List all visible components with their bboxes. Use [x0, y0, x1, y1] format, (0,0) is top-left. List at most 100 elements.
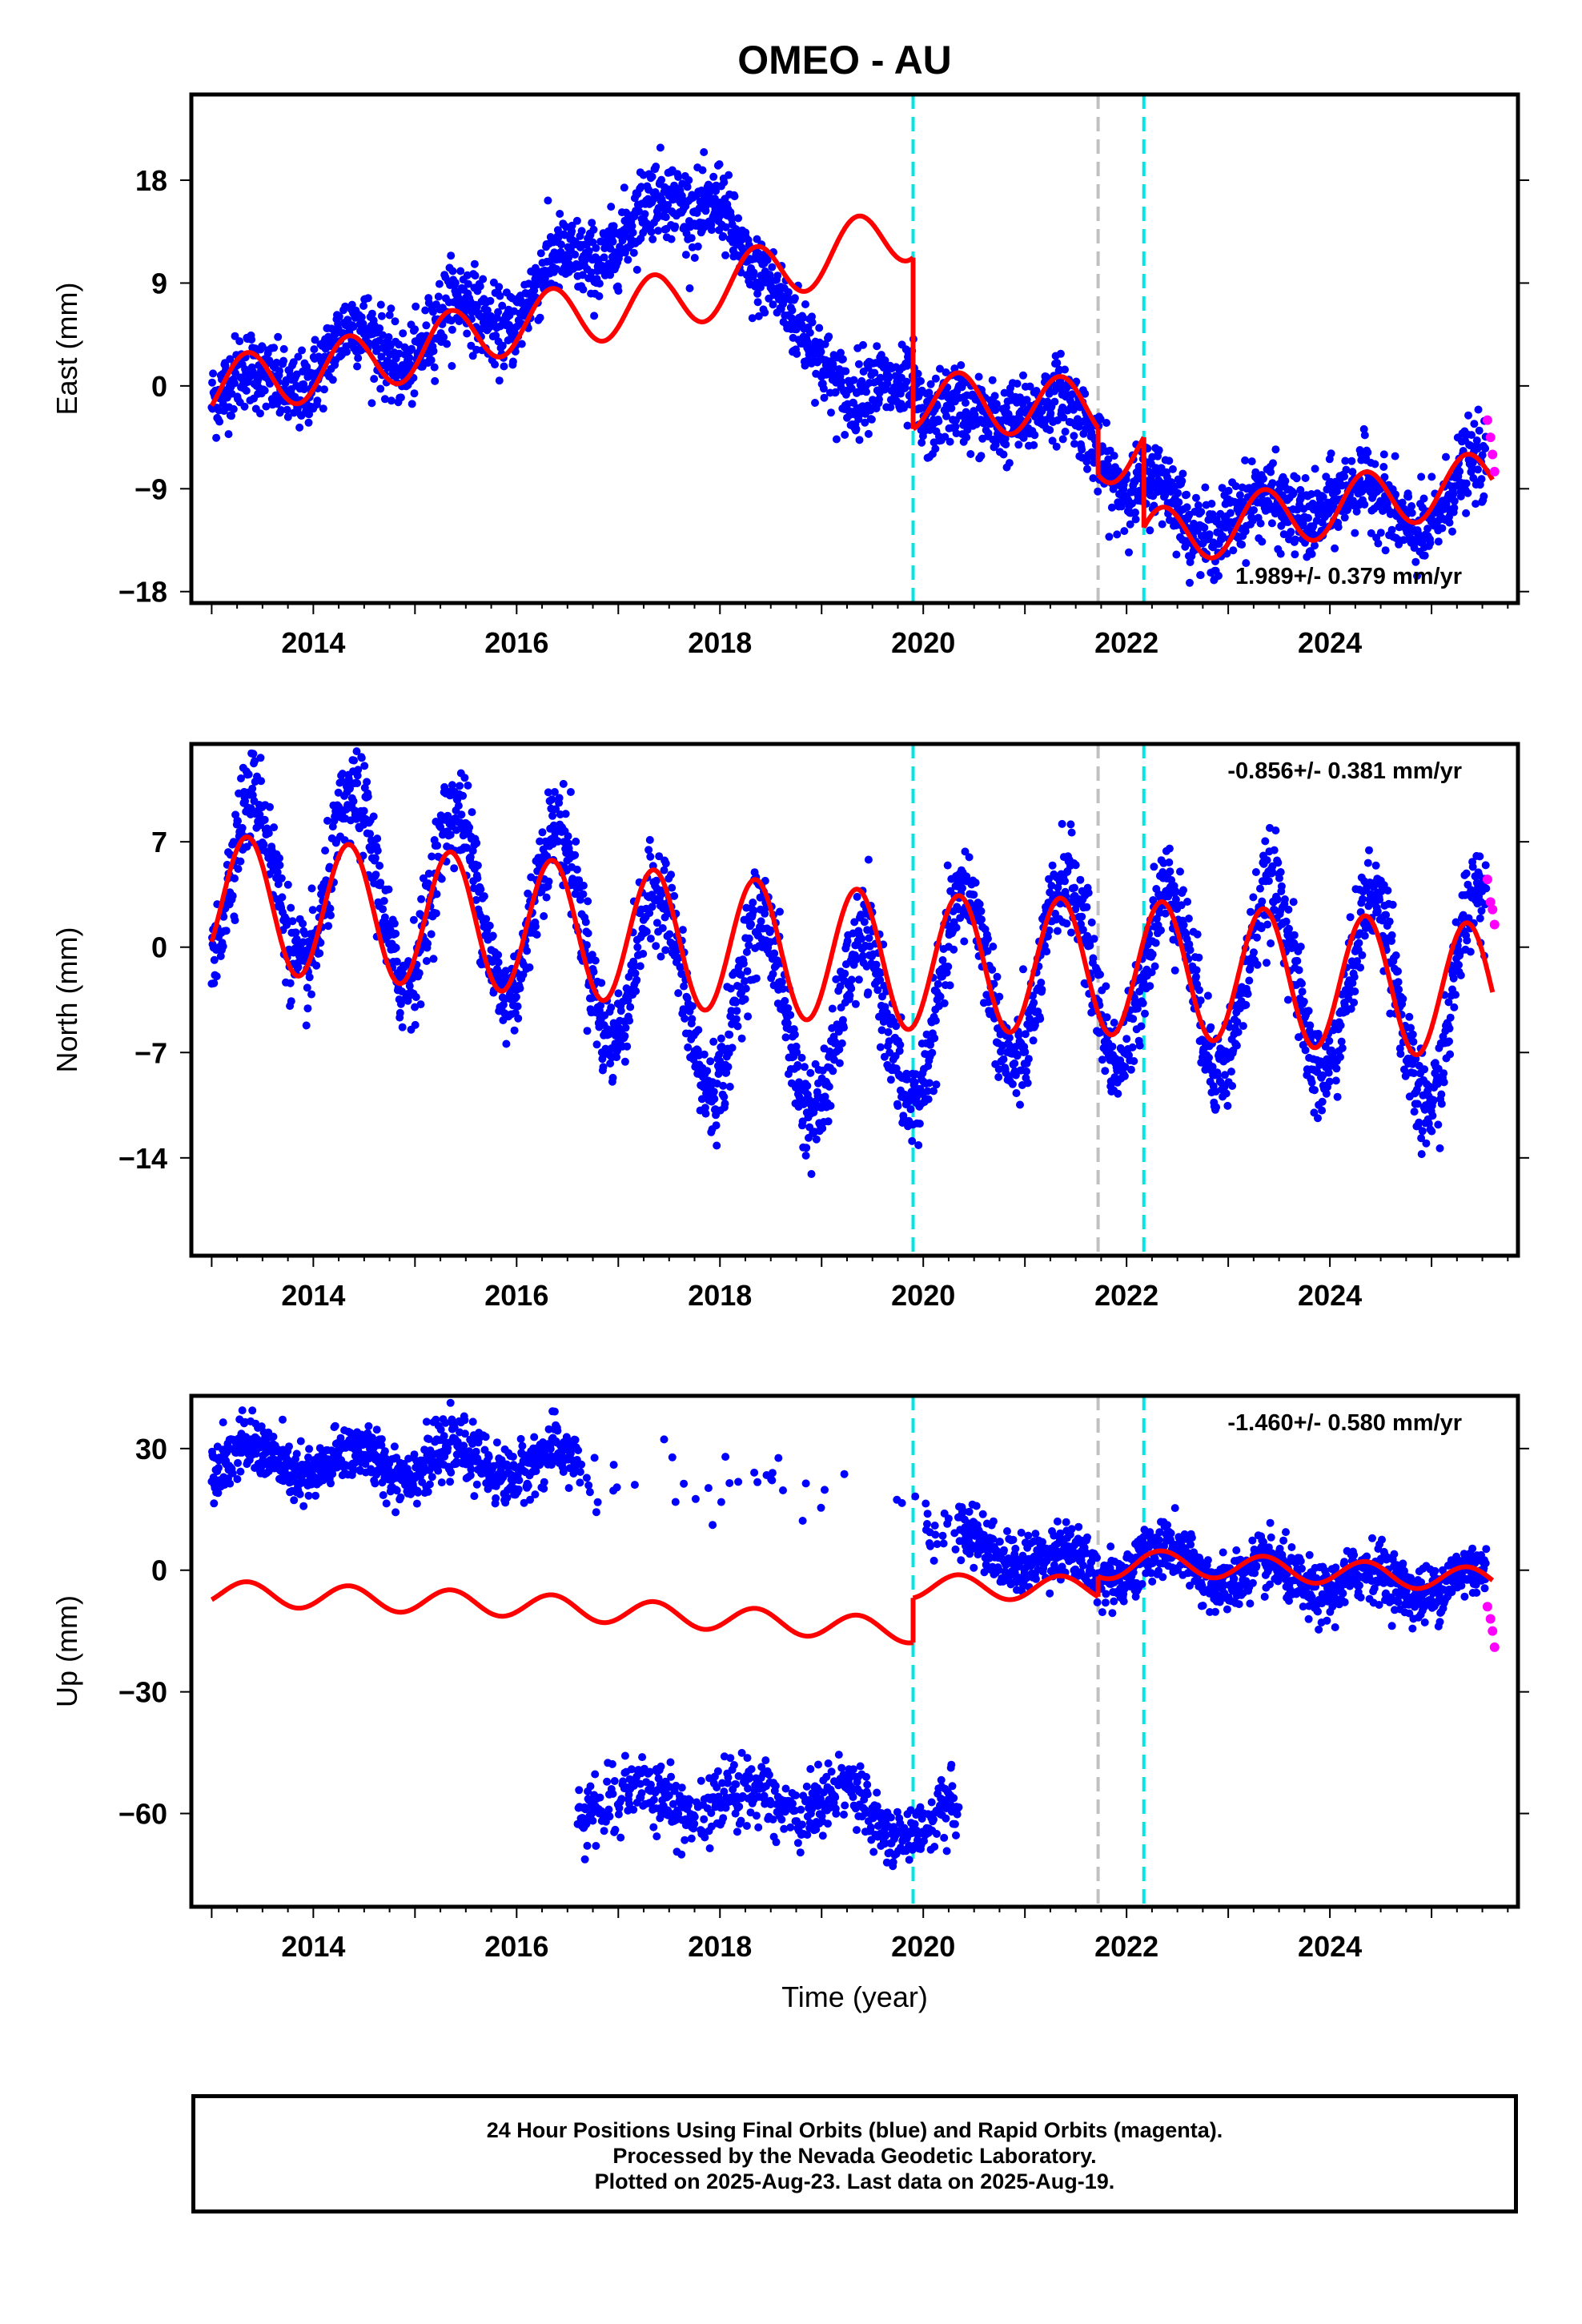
data-point — [936, 364, 944, 373]
data-point — [1472, 500, 1480, 509]
data-point — [876, 1043, 885, 1051]
data-point — [599, 1063, 608, 1072]
data-point — [1146, 526, 1154, 535]
data-point — [404, 957, 413, 966]
data-point — [721, 251, 730, 259]
data-point — [1347, 456, 1356, 465]
data-point — [886, 1076, 895, 1084]
data-point — [460, 774, 469, 782]
data-point — [283, 921, 291, 929]
data-point — [1042, 947, 1051, 956]
east-plot-area — [207, 94, 1500, 603]
data-point — [463, 843, 472, 852]
data-point — [1474, 405, 1483, 414]
data-point — [1147, 968, 1156, 977]
data-point — [579, 881, 588, 890]
data-point — [994, 1073, 1003, 1081]
data-point — [1468, 431, 1476, 440]
data-point — [396, 999, 405, 1008]
data-point — [988, 376, 997, 384]
data-point — [1046, 426, 1054, 434]
data-point — [872, 960, 881, 969]
data-point — [632, 265, 641, 274]
data-point — [999, 1055, 1008, 1063]
data-point — [984, 429, 993, 438]
data-point — [437, 875, 446, 883]
data-point — [797, 1053, 806, 1062]
data-point — [482, 915, 491, 923]
data-point — [1478, 451, 1487, 460]
data-point — [555, 794, 564, 802]
data-point — [305, 410, 314, 419]
data-point — [579, 890, 588, 899]
data-point — [1128, 1043, 1137, 1051]
data-point — [1296, 485, 1305, 494]
data-point — [829, 1067, 837, 1076]
data-point — [1138, 999, 1147, 1007]
data-point — [1269, 459, 1277, 468]
east-rapid-orbit-points — [1482, 415, 1500, 476]
data-point — [391, 317, 400, 326]
data-point — [944, 963, 953, 971]
data-point — [954, 905, 963, 914]
data-point — [448, 781, 456, 790]
data-point — [1069, 405, 1078, 414]
north-final-orbit-points — [207, 747, 1491, 1178]
data-point — [1291, 535, 1299, 544]
data-point — [1419, 494, 1428, 503]
data-point — [732, 1015, 741, 1023]
data-point — [807, 1170, 816, 1178]
data-point — [743, 967, 752, 975]
data-point — [1056, 349, 1065, 358]
data-point — [656, 952, 665, 961]
data-point — [283, 880, 292, 889]
data-point — [1081, 389, 1090, 398]
data-point — [1464, 489, 1472, 497]
data-point — [1135, 1041, 1144, 1050]
data-point — [974, 372, 983, 381]
data-point — [1096, 970, 1104, 979]
data-point — [384, 333, 393, 341]
data-point — [1178, 469, 1187, 478]
data-point — [1450, 497, 1459, 505]
data-point — [298, 346, 306, 355]
east-model-segment-1 — [911, 370, 1101, 436]
data-point — [624, 255, 632, 264]
data-point — [606, 271, 615, 279]
data-point — [670, 891, 679, 900]
data-point — [320, 385, 328, 394]
data-point — [1469, 474, 1478, 482]
data-point — [1008, 1080, 1017, 1088]
data-point — [841, 367, 850, 376]
data-point — [1423, 525, 1432, 533]
data-point — [540, 912, 548, 920]
data-point — [1126, 1065, 1135, 1074]
data-point — [1279, 530, 1288, 539]
data-point — [412, 302, 420, 311]
x-tick-label: 2014 — [281, 626, 345, 659]
data-point — [1087, 918, 1096, 927]
data-point — [360, 762, 369, 770]
data-point — [946, 437, 954, 446]
data-point — [681, 251, 690, 259]
data-point — [1022, 396, 1031, 404]
data-point — [709, 1037, 718, 1046]
data-point — [452, 826, 461, 834]
data-point — [222, 927, 231, 935]
data-point — [685, 176, 693, 184]
data-point — [753, 235, 761, 243]
data-point — [827, 408, 835, 417]
data-point — [494, 951, 503, 959]
data-point — [1207, 500, 1216, 508]
data-point — [1113, 530, 1122, 539]
data-point — [742, 947, 751, 956]
data-point — [841, 969, 849, 978]
data-point — [1319, 493, 1327, 501]
data-point — [512, 992, 520, 1001]
data-point — [748, 314, 757, 323]
data-point — [908, 1136, 917, 1145]
data-point — [749, 899, 757, 907]
data-point — [310, 345, 319, 354]
data-point — [319, 404, 327, 413]
data-point — [632, 987, 640, 995]
